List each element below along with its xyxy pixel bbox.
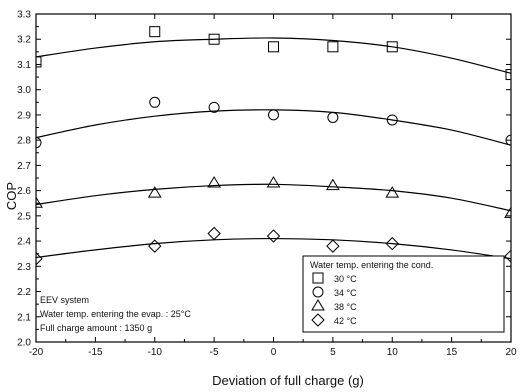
series-triangle	[36, 176, 511, 218]
legend-label: 38 °C	[334, 302, 357, 312]
legend-label: 34 °C	[334, 288, 357, 298]
data-point-square	[36, 56, 42, 68]
data-point-circle	[268, 109, 279, 121]
data-point-triangle	[504, 206, 511, 218]
data-point-triangle	[266, 176, 281, 188]
y-tick-label: 2.9	[17, 110, 31, 121]
y-tick-label: 2.0	[17, 338, 31, 349]
y-axis-label: COP	[4, 182, 19, 210]
x-tick-label: -10	[148, 347, 163, 358]
data-point-square	[149, 26, 161, 38]
y-tick-label: 2.4	[17, 237, 31, 248]
y-tick-label: 3.1	[17, 60, 31, 71]
data-point-diamond	[207, 226, 221, 241]
legend-marker-triangle	[311, 299, 325, 311]
x-tick-label: 10	[387, 347, 399, 358]
y-tick-label: 3.2	[17, 35, 31, 46]
data-point-diamond	[504, 249, 511, 263]
data-point-diamond	[36, 252, 43, 266]
legend: Water temp. entering the cond. 30 °C 34 °…	[302, 255, 505, 333]
data-point-circle	[327, 111, 339, 123]
data-point-diamond	[148, 239, 162, 253]
legend-marker-square	[312, 272, 324, 284]
data-point-square	[505, 69, 511, 81]
annotation-line: Water temp. entering the evap. : 25°C	[40, 309, 191, 319]
data-point-square	[386, 41, 398, 53]
x-tick-label: 5	[330, 347, 336, 358]
data-point-square	[268, 41, 279, 53]
data-point-diamond	[266, 229, 281, 243]
x-tick-label: -5	[210, 347, 219, 358]
legend-box	[302, 255, 505, 333]
data-point-square	[208, 33, 220, 45]
fit-curve-diamond	[36, 237, 511, 260]
y-tick-label: 3.3	[17, 10, 31, 21]
legend-label: 42 °C	[334, 316, 357, 326]
legend-marker-circle	[312, 286, 324, 298]
y-tick-label: 2.1	[17, 312, 31, 323]
plot-area: -20 -15 -10 -5 0 5 10 15 20 2.0 2.1 2.2 2.3 2.4 2.5 2.6…	[17, 10, 517, 359]
y-tick-label: 2.6	[17, 186, 31, 197]
x-tick-label: -15	[88, 347, 103, 358]
legend-title: Water temp. entering the cond.	[310, 260, 433, 270]
annotation-line: Full charge amount : 1350 g	[40, 323, 152, 333]
data-point-circle	[36, 137, 42, 149]
legend-label: 30 °C	[334, 274, 357, 284]
x-tick-label: 0	[271, 347, 277, 358]
series-diamond	[36, 226, 511, 266]
legend-items: 30 °C 34 °C 38 °C 42 °C	[311, 272, 357, 327]
data-point-circle	[386, 114, 398, 126]
x-tick-label: 20	[505, 347, 517, 358]
x-axis-label: Deviation of full charge (g)	[212, 373, 364, 388]
data-point-triangle	[325, 178, 340, 191]
data-point-diamond	[326, 239, 340, 253]
y-tick-label: 2.8	[17, 136, 31, 147]
y-tick-label: 2.5	[17, 211, 31, 222]
data-point-circle	[505, 134, 511, 146]
series-circle	[36, 96, 511, 149]
annotation-block: EEV system Water temp. entering the evap…	[40, 295, 191, 333]
series-square	[36, 26, 511, 81]
data-point-circle	[149, 96, 161, 108]
y-tick-label: 2.3	[17, 262, 31, 273]
data-point-square	[327, 41, 339, 53]
data-point-diamond	[385, 236, 399, 251]
x-tick-label: -20	[29, 347, 44, 358]
fit-curve-square	[36, 37, 511, 74]
data-point-triangle	[385, 186, 400, 198]
legend-marker-diamond	[311, 313, 325, 327]
annotation-line: EEV system	[40, 295, 89, 305]
x-tick-label: 15	[446, 347, 458, 358]
data-point-triangle	[147, 186, 162, 198]
data-point-triangle	[36, 196, 43, 208]
fit-curve-triangle	[36, 183, 511, 212]
data-point-circle	[208, 101, 220, 113]
data-point-triangle	[207, 176, 222, 188]
y-tick-label: 2.7	[17, 161, 31, 172]
y-tick-label: 3.0	[17, 85, 31, 96]
y-tick-label: 2.2	[17, 287, 31, 298]
